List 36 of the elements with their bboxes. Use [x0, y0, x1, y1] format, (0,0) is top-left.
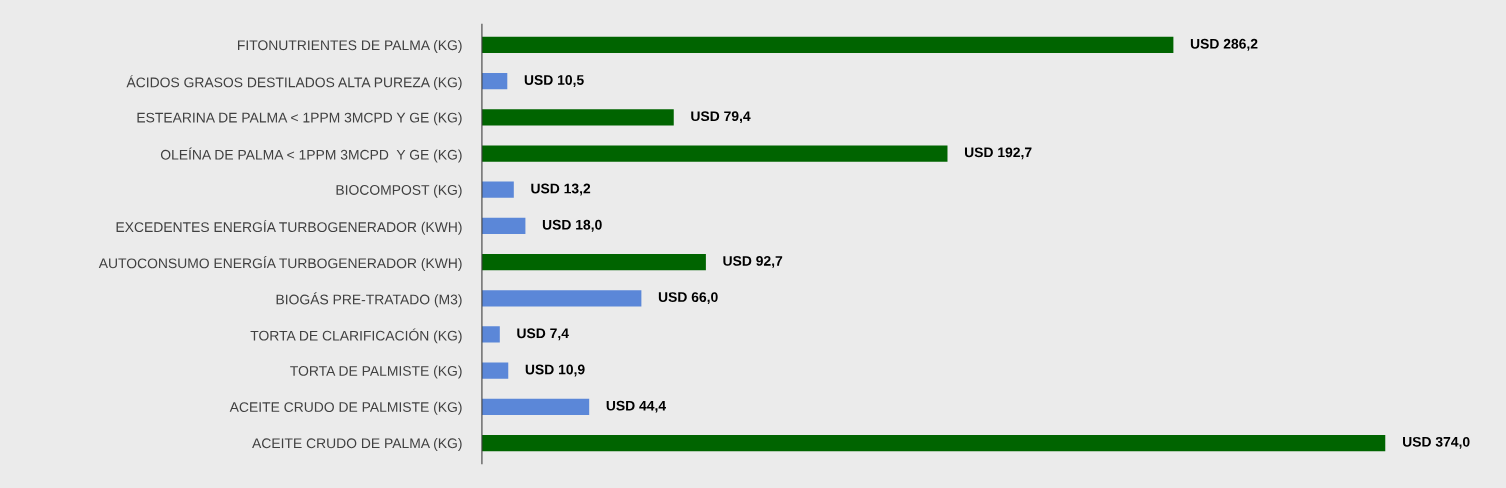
bar — [481, 145, 948, 162]
bar — [481, 290, 642, 307]
data-label: USD 10,9 — [525, 364, 585, 377]
data-label: USD 13,2 — [531, 183, 591, 196]
bar — [481, 362, 509, 379]
y-tick-label: AUTOCONSUMO ENERGÍA TURBOGENERADOR (KWH) — [98, 256, 462, 271]
bar — [481, 36, 1174, 54]
y-tick-label: ACEITE CRUDO DE PALMA (KG) — [252, 438, 462, 451]
y-tick-label: TORTA DE CLARIFICACIÓN (KG) — [250, 328, 462, 344]
bar — [481, 398, 590, 415]
data-label: USD 92,7 — [723, 255, 783, 268]
y-tick-label: ESTEARINA DE PALMA < 1PPM 3MCPD Y GE (KG) — [137, 112, 462, 126]
bar — [481, 109, 674, 126]
y-tick-label: ÁCIDOS GRASOS DESTILADOS ALTA PUREZA (KG) — [126, 75, 462, 91]
data-label: USD 286,2 — [1190, 38, 1258, 51]
bar — [481, 217, 526, 235]
data-label: USD 79,4 — [691, 111, 751, 124]
data-label: USD 44,4 — [606, 400, 666, 413]
bar — [481, 434, 1386, 452]
y-tick-label: TORTA DE PALMISTE (KG) — [290, 365, 462, 379]
bar — [481, 326, 500, 343]
data-label: USD 18,0 — [542, 219, 602, 232]
data-label: USD 66,0 — [658, 292, 718, 305]
y-tick-label: FITONUTRIENTES DE PALMA (KG) — [238, 39, 462, 53]
y-tick-label: BIOCOMPOST (KG) — [336, 184, 462, 198]
data-label: USD 10,5 — [524, 75, 584, 87]
y-tick-label: OLEÍNA DE PALMA < 1PPM 3MCPD Y GE (KG) — [160, 147, 462, 163]
data-label: USD 192,7 — [964, 147, 1032, 160]
y-tick-label: ACEITE CRUDO DE PALMISTE (KG) — [229, 401, 462, 415]
data-label: USD 7,4 — [517, 328, 569, 341]
bar — [481, 253, 706, 271]
bar — [481, 73, 508, 90]
data-label: USD 374,0 — [1403, 436, 1470, 449]
y-tick-label: EXCEDENTES ENERGÍA TURBOGENERADOR (KWH) — [116, 219, 462, 235]
bar — [481, 181, 514, 198]
y-tick-label: BIOGÁS PRE-TRATADO (M3) — [276, 292, 462, 308]
